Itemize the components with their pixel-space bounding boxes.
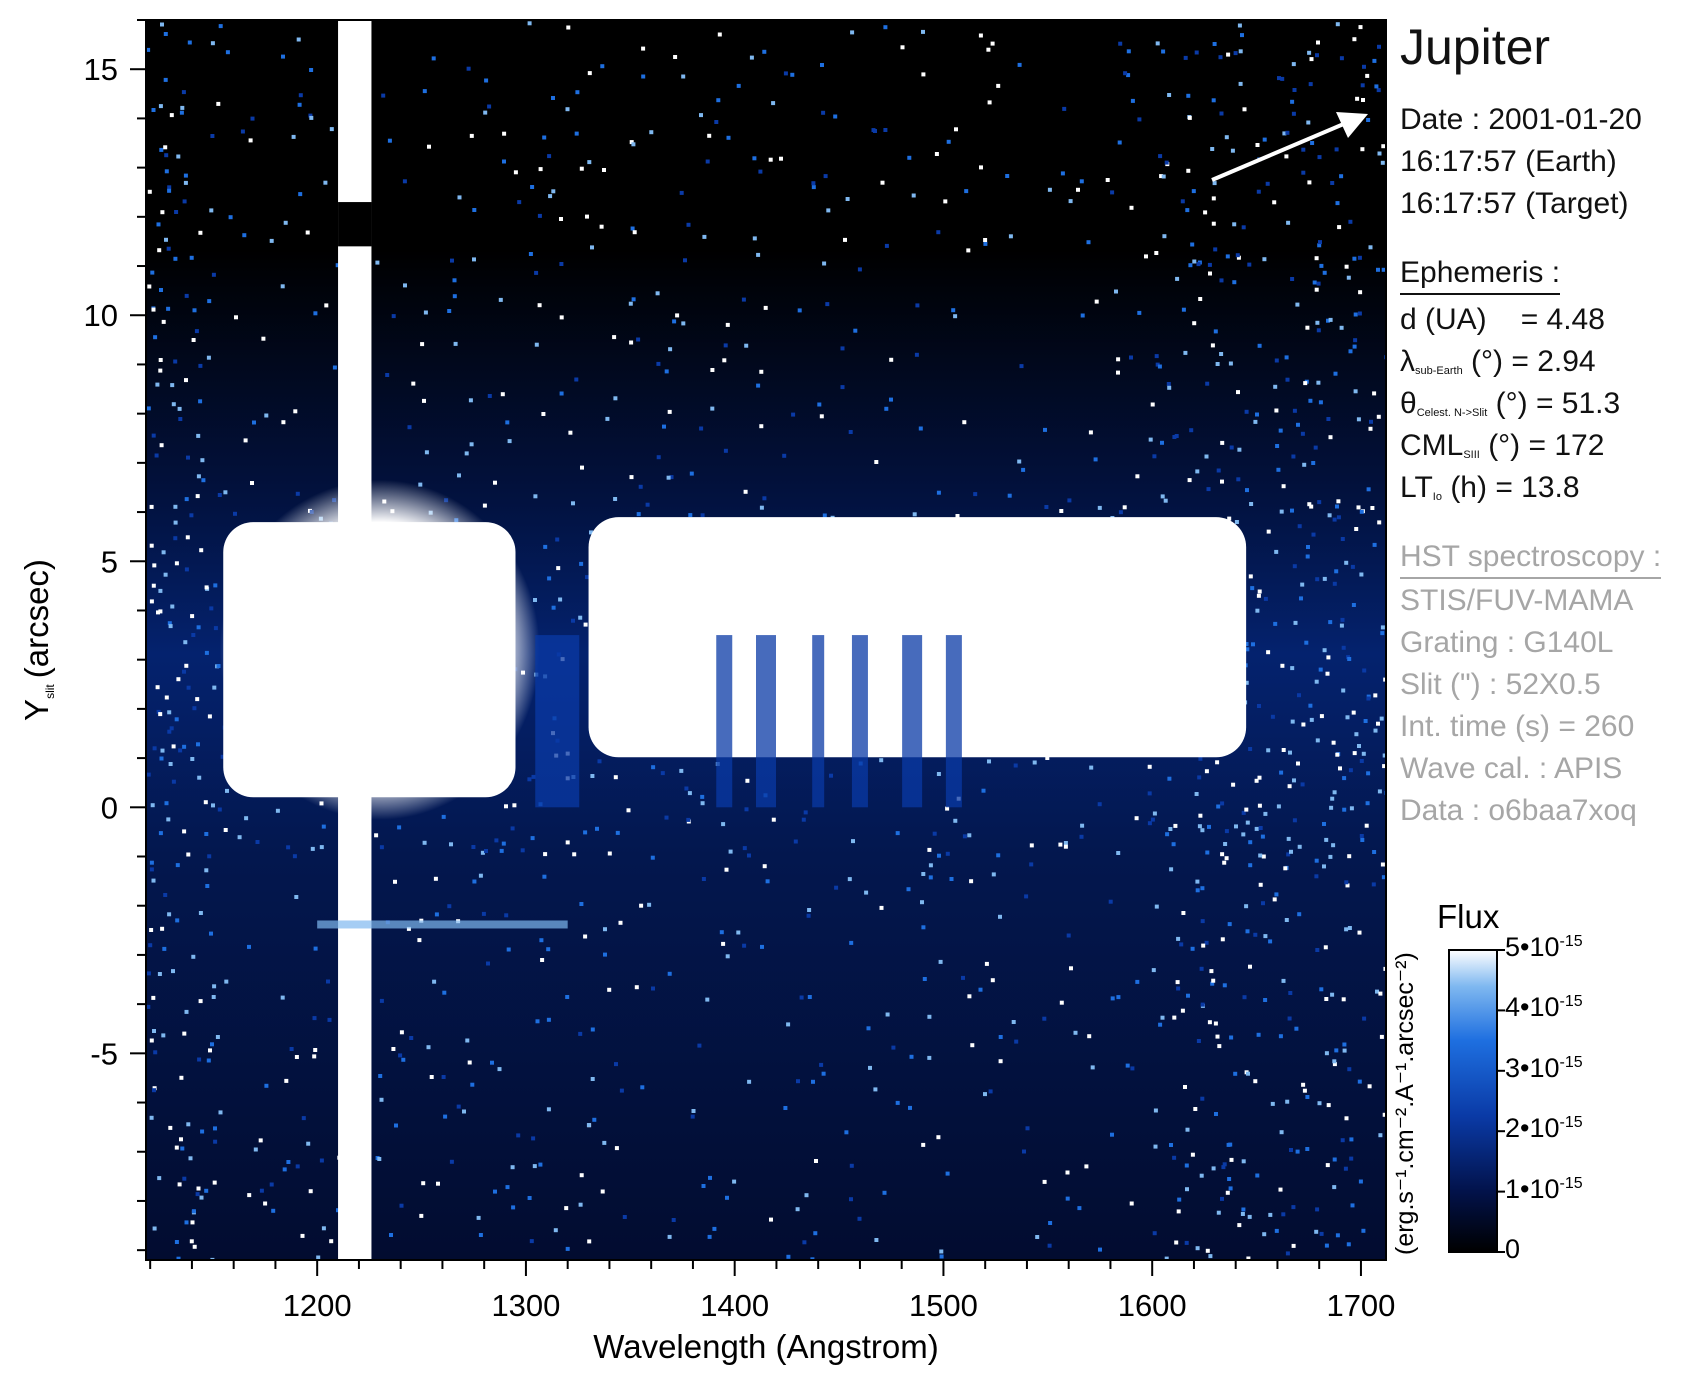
dataset-id: Data : o6baa7xoq — [1400, 794, 1637, 827]
x-tick-label: 1400 — [700, 1288, 769, 1323]
emission-features — [219, 20, 1247, 1260]
x-axis: 1200 1300 1400 1500 1600 1700 — [149, 1260, 1395, 1323]
ephemeris-header-text: Ephemeris : — [1400, 256, 1561, 295]
band-dip — [851, 635, 868, 808]
y-axis-label-unit: (arcsec) — [18, 559, 55, 678]
cml-row: CMLSIII (°) = 172 — [1400, 429, 1604, 463]
x-tick-label: 1200 — [283, 1288, 352, 1323]
x-tick-label: 1500 — [909, 1288, 978, 1323]
lt-symbol: LT — [1400, 471, 1433, 504]
colorbar-ticks — [1497, 949, 1505, 1253]
colorbar-unit: (erg.s⁻¹.cm⁻².A⁻¹.arcsec⁻²) — [1391, 952, 1419, 1255]
colorbar — [1448, 949, 1505, 1253]
lyman-alpha-gap — [338, 202, 372, 247]
x-tick-label: 1700 — [1326, 1288, 1395, 1323]
theta-symbol: θ — [1400, 387, 1417, 420]
plot-frame — [145, 19, 1387, 1261]
direction-arrow-icon — [1211, 112, 1368, 182]
colorbar-gradient — [1448, 949, 1498, 1253]
band-dip — [716, 635, 733, 808]
position-angle-row: θCelest. N->Slit (°) = 51.3 — [1400, 387, 1620, 421]
lt-value: (h) = 13.8 — [1441, 471, 1580, 504]
theta-subscript: Celest. N->Slit — [1416, 407, 1488, 419]
integration-time: Int. time (s) = 260 — [1400, 710, 1635, 743]
cml-subscript: SIII — [1463, 449, 1480, 461]
cml-symbol: CML — [1400, 429, 1464, 462]
cml-value: (°) = 172 — [1479, 429, 1605, 462]
band-dip — [535, 635, 580, 808]
slit: Slit (") : 52X0.5 — [1400, 668, 1601, 701]
obs-date: Date : 2001-01-20 — [1400, 103, 1642, 136]
x-tick-label: 1600 — [1118, 1288, 1187, 1323]
lambda-symbol: λ — [1400, 345, 1415, 378]
y-axis: -5 0 5 10 15 — [84, 19, 146, 1252]
grating: Grating : G140L — [1400, 626, 1614, 659]
y-tick-label: 15 — [84, 52, 118, 87]
sub-earth-lat-row: λsub-Earth (°) = 2.94 — [1400, 345, 1596, 379]
y-tick-label: -5 — [90, 1036, 118, 1071]
colorbar-tick-label: 4•10-15 — [1505, 992, 1583, 1023]
instrument: STIS/FUV-MAMA — [1400, 584, 1634, 617]
y-tick-label: 0 — [101, 790, 118, 825]
x-tick-label: 1300 — [491, 1288, 560, 1323]
colorbar-tick-label: 2•10-15 — [1505, 1113, 1583, 1144]
y-axis-label-sub: slit — [43, 684, 57, 699]
lt-subscript: Io — [1432, 491, 1442, 503]
ephemeris-header: Ephemeris : — [1400, 256, 1561, 295]
x-axis-label: Wavelength (Angstrom) — [593, 1328, 938, 1365]
io-local-time-row: LTIo (h) = 13.8 — [1400, 471, 1580, 505]
band-dip — [812, 635, 825, 808]
svg-text:Yslit(arcsec): Yslit (arcsec) — [18, 559, 57, 721]
hst-header: HST spectroscopy : — [1400, 540, 1662, 579]
band-dip — [756, 635, 776, 808]
obs-time-target: 16:17:57 (Target) — [1400, 187, 1629, 220]
colorbar-tick-label: 1•10-15 — [1505, 1173, 1583, 1204]
wave-calibration: Wave cal. : APIS — [1400, 752, 1623, 785]
band-dip — [902, 635, 923, 808]
colorbar-tick-label: 5•10-15 — [1505, 932, 1583, 962]
target-name: Jupiter — [1400, 19, 1551, 75]
lambda-subscript: sub-Earth — [1415, 365, 1463, 377]
lambda-value: (°) = 2.94 — [1462, 345, 1596, 378]
obs-time-earth: 16:17:57 (Earth) — [1400, 145, 1617, 178]
distance-label: d (UA) — [1400, 303, 1487, 336]
theta-value: (°) = 51.3 — [1487, 387, 1621, 420]
colorbar-tick-label: 3•10-15 — [1505, 1052, 1583, 1083]
y-axis-label-main: Y — [18, 699, 55, 721]
y-axis-label: Yslit (arcsec) — [18, 559, 57, 721]
y-tick-label: 5 — [101, 544, 118, 579]
hst-header-text: HST spectroscopy : — [1400, 540, 1662, 579]
horizontal-streak — [317, 920, 568, 929]
band-dip — [945, 635, 962, 808]
colorbar-title: Flux — [1437, 898, 1500, 935]
plot-area — [145, 19, 1387, 1261]
distance-value: = 4.48 — [1520, 303, 1605, 336]
colorbar-tick-label: 0 — [1505, 1234, 1521, 1264]
y-tick-label: 10 — [84, 298, 118, 333]
distance-row: d (UA) = 4.48 — [1400, 303, 1605, 337]
